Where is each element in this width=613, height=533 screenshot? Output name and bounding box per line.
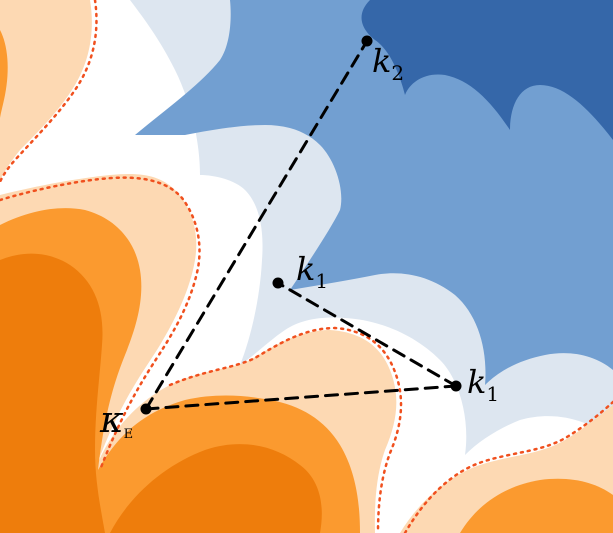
path-k1-lower-to-k1-upper <box>276 281 458 388</box>
dark-blue-region <box>361 0 613 140</box>
mid-orange-region-right <box>460 478 613 533</box>
label-k1-lower: k1 <box>467 363 499 406</box>
point-kappa-e <box>140 403 152 415</box>
dark-orange-region <box>0 253 105 533</box>
label-kappa-e: κE <box>99 400 133 442</box>
dashed-path <box>144 39 458 411</box>
point-k1-lower <box>450 380 462 392</box>
label-k1-upper: k1 <box>296 250 328 293</box>
path-kappa-to-k1-lower <box>144 384 458 411</box>
dark-orange-region-bottom <box>110 444 322 533</box>
label-k2: k2 <box>372 42 404 85</box>
light-orange-region <box>0 0 92 180</box>
path-kappa-to-k2 <box>144 39 369 411</box>
point-k1-upper <box>272 277 284 289</box>
mid-orange-region-left-top <box>0 30 8 118</box>
point-k2 <box>361 35 373 47</box>
